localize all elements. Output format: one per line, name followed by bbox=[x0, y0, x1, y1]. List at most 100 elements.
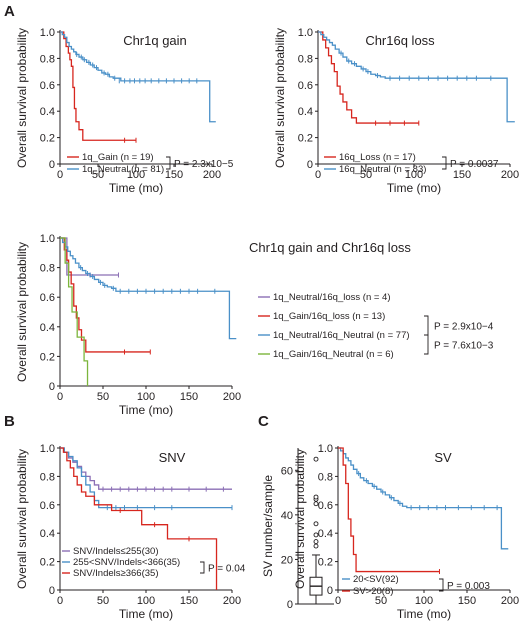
snv-y-tick-label: 0.6 bbox=[40, 500, 55, 512]
chr16q-pvalue-bracket bbox=[442, 156, 447, 170]
snv-axes: 0 50 100 150 200 0 0.2 0.4 0.6 0.8 1.0 Time (mo) Ove… bbox=[15, 443, 241, 621]
panel-letter-b: B bbox=[4, 413, 15, 430]
sv-legend-entry: 20<SV(92) bbox=[353, 574, 399, 585]
sv-box-outlier-point bbox=[313, 521, 319, 527]
combined-y-tick-label: 0.6 bbox=[40, 292, 55, 304]
chr1q-y-tick-label: 1.0 bbox=[40, 27, 55, 39]
chr16q-x-tick-label: 200 bbox=[501, 169, 519, 181]
sv-x-axis-label: Time (mo) bbox=[397, 607, 451, 621]
chr16q-y-tick-label: 0 bbox=[307, 159, 313, 171]
combined-series-1-line bbox=[60, 237, 151, 353]
combined-y-tick-label: 0.2 bbox=[40, 351, 55, 363]
snv-x-tick-label: 50 bbox=[97, 595, 109, 607]
combined-legend-entry: 1q_Gain/16q_Neutral (n = 6) bbox=[273, 349, 394, 360]
sv-box-outlier-point bbox=[313, 539, 319, 545]
snv-y-tick-label: 0.8 bbox=[40, 471, 55, 483]
chr1q-chart-title: Chr1q gain bbox=[123, 33, 187, 48]
snv-legend-entry: 255<SNV/Indels<366(35) bbox=[73, 557, 180, 568]
sv-x-tick-label: 50 bbox=[375, 595, 387, 607]
combined-y-tick-label: 0 bbox=[49, 381, 55, 393]
snv-series-1-line bbox=[60, 447, 232, 509]
sv-chart-title: SV bbox=[434, 450, 452, 465]
chr16q-y-tick-label: 0.8 bbox=[298, 53, 313, 65]
chr1q-x-tick-label: 150 bbox=[165, 169, 183, 181]
snv-x-tick-label: 200 bbox=[223, 595, 241, 607]
chr1q-legend-entry: 1q_Gain (n = 19) bbox=[82, 152, 154, 163]
chr1q-series-1-line bbox=[60, 31, 216, 123]
sv-y-tick-label: 0.8 bbox=[318, 471, 333, 483]
chr16q-y-tick-label: 0.6 bbox=[298, 80, 313, 92]
sv-y-tick-label: 0.6 bbox=[318, 500, 333, 512]
chr1q-x-tick-label: 100 bbox=[127, 169, 145, 181]
combined-legend-entry: 1q_Neutral/16q_loss (n = 4) bbox=[273, 292, 391, 303]
chr1q-pvalue: P = 2.3x10−5 bbox=[174, 159, 234, 170]
chr16q-x-axis-label: Time (mo) bbox=[387, 181, 441, 195]
sv-y-axis-label: Overall survival probability bbox=[293, 449, 307, 589]
chr1q-y-tick-label: 0.2 bbox=[40, 133, 55, 145]
snv-pvalue-bracket bbox=[200, 561, 205, 574]
sv-x-tick-label: 0 bbox=[335, 595, 341, 607]
sv-box-y-axis-label: SV number/sample bbox=[261, 475, 275, 577]
sv-box-axes: 0 20 40 60 SV number/sample bbox=[261, 448, 334, 611]
combined-legend-entry: 1q_Neutral/16q_Neutral (n = 77) bbox=[273, 330, 410, 341]
combined-axes: 0 50 100 150 200 0 0.2 0.4 0.6 0.8 1.0 Time (mo) Ove… bbox=[15, 233, 411, 417]
combined-y-axis-label: Overall survival probability bbox=[15, 242, 29, 382]
sv-pvalue: P = 0.003 bbox=[447, 581, 490, 592]
panel-letter-a: A bbox=[4, 3, 15, 20]
sv-box-outlier-point bbox=[313, 532, 319, 538]
combined-legend-entry: 1q_Gain/16q_loss (n = 13) bbox=[273, 311, 385, 322]
combined-x-axis-label: Time (mo) bbox=[119, 403, 173, 417]
chr1q-x-axis-label: Time (mo) bbox=[109, 181, 163, 195]
combined-pvalue-bracket bbox=[424, 315, 429, 336]
chr16q-series-0-line bbox=[318, 31, 419, 124]
sv-box-outlier-point bbox=[313, 494, 319, 500]
sv-box-y-tick-label: 0 bbox=[287, 599, 293, 611]
chr16q-legend-entry: 16q_Loss (n = 17) bbox=[339, 152, 416, 163]
chr1q-x-tick-label: 0 bbox=[57, 169, 63, 181]
combined-x-tick-label: 150 bbox=[180, 391, 198, 403]
sv-y-tick-label: 1.0 bbox=[318, 443, 333, 455]
chr16q-chart-title: Chr16q loss bbox=[365, 33, 435, 48]
snv-y-tick-label: 0.4 bbox=[40, 528, 55, 540]
combined-y-tick-label: 1.0 bbox=[40, 233, 55, 245]
combined-x-tick-label: 50 bbox=[97, 391, 109, 403]
sv-box-outlier-point bbox=[313, 543, 319, 549]
snv-chart-title: SNV bbox=[159, 450, 186, 465]
sv-box-outlier-point bbox=[313, 501, 319, 507]
chr16q-y-tick-label: 0.4 bbox=[298, 106, 313, 118]
snv-x-tick-label: 100 bbox=[137, 595, 155, 607]
snv-x-axis-label: Time (mo) bbox=[119, 607, 173, 621]
combined-x-tick-label: 0 bbox=[57, 391, 63, 403]
chr1q-y-axis-label: Overall survival probability bbox=[15, 28, 29, 168]
chr1q-y-tick-label: 0.6 bbox=[40, 80, 55, 92]
chr16q-series-1-line bbox=[318, 31, 515, 123]
sv-box-y-tick-label: 20 bbox=[281, 554, 293, 566]
snv-y-tick-label: 1.0 bbox=[40, 443, 55, 455]
chr16q-x-tick-label: 0 bbox=[315, 169, 321, 181]
sv-y-tick-label: 0 bbox=[327, 585, 333, 597]
chr16q-axes: 0 50 100 150 200 0 0.2 0.4 0.6 0.8 1.0 Time (mo) Ove… bbox=[273, 27, 519, 195]
sv-x-tick-label: 150 bbox=[458, 595, 476, 607]
snv-legend-entry: SNV/Indels≥366(35) bbox=[73, 568, 158, 579]
snv-x-tick-label: 150 bbox=[180, 595, 198, 607]
sv-box-outlier-point bbox=[313, 456, 319, 462]
snv-y-axis-label: Overall survival probability bbox=[15, 449, 29, 589]
sv-box-y-tick-label: 40 bbox=[281, 510, 293, 522]
combined-pvalue-bracket bbox=[424, 334, 429, 355]
combined-pvalue: P = 7.6x10−3 bbox=[434, 341, 494, 352]
chr16q-x-tick-label: 150 bbox=[453, 169, 471, 181]
combined-y-tick-label: 0.8 bbox=[40, 263, 55, 275]
sv-y-tick-label: 0.2 bbox=[318, 557, 333, 569]
combined-y-tick-label: 0.4 bbox=[40, 322, 55, 334]
combined-chart-title: Chr1q gain and Chr16q loss bbox=[249, 240, 411, 255]
chr1q-x-tick-label: 200 bbox=[203, 169, 221, 181]
chr1q-y-tick-label: 0.8 bbox=[40, 53, 55, 65]
sv-y-tick-label: 0.4 bbox=[318, 528, 333, 540]
chr16q-x-tick-label: 50 bbox=[360, 169, 372, 181]
chr1q-series-0-line bbox=[60, 31, 136, 141]
chr16q-legend-entry: 16q_Neutral (n = 83) bbox=[339, 164, 426, 175]
sv-pvalue-bracket bbox=[439, 578, 444, 592]
sv-box-y-tick-label: 60 bbox=[281, 465, 293, 477]
chr16q-y-axis-label: Overall survival probability bbox=[273, 28, 287, 168]
